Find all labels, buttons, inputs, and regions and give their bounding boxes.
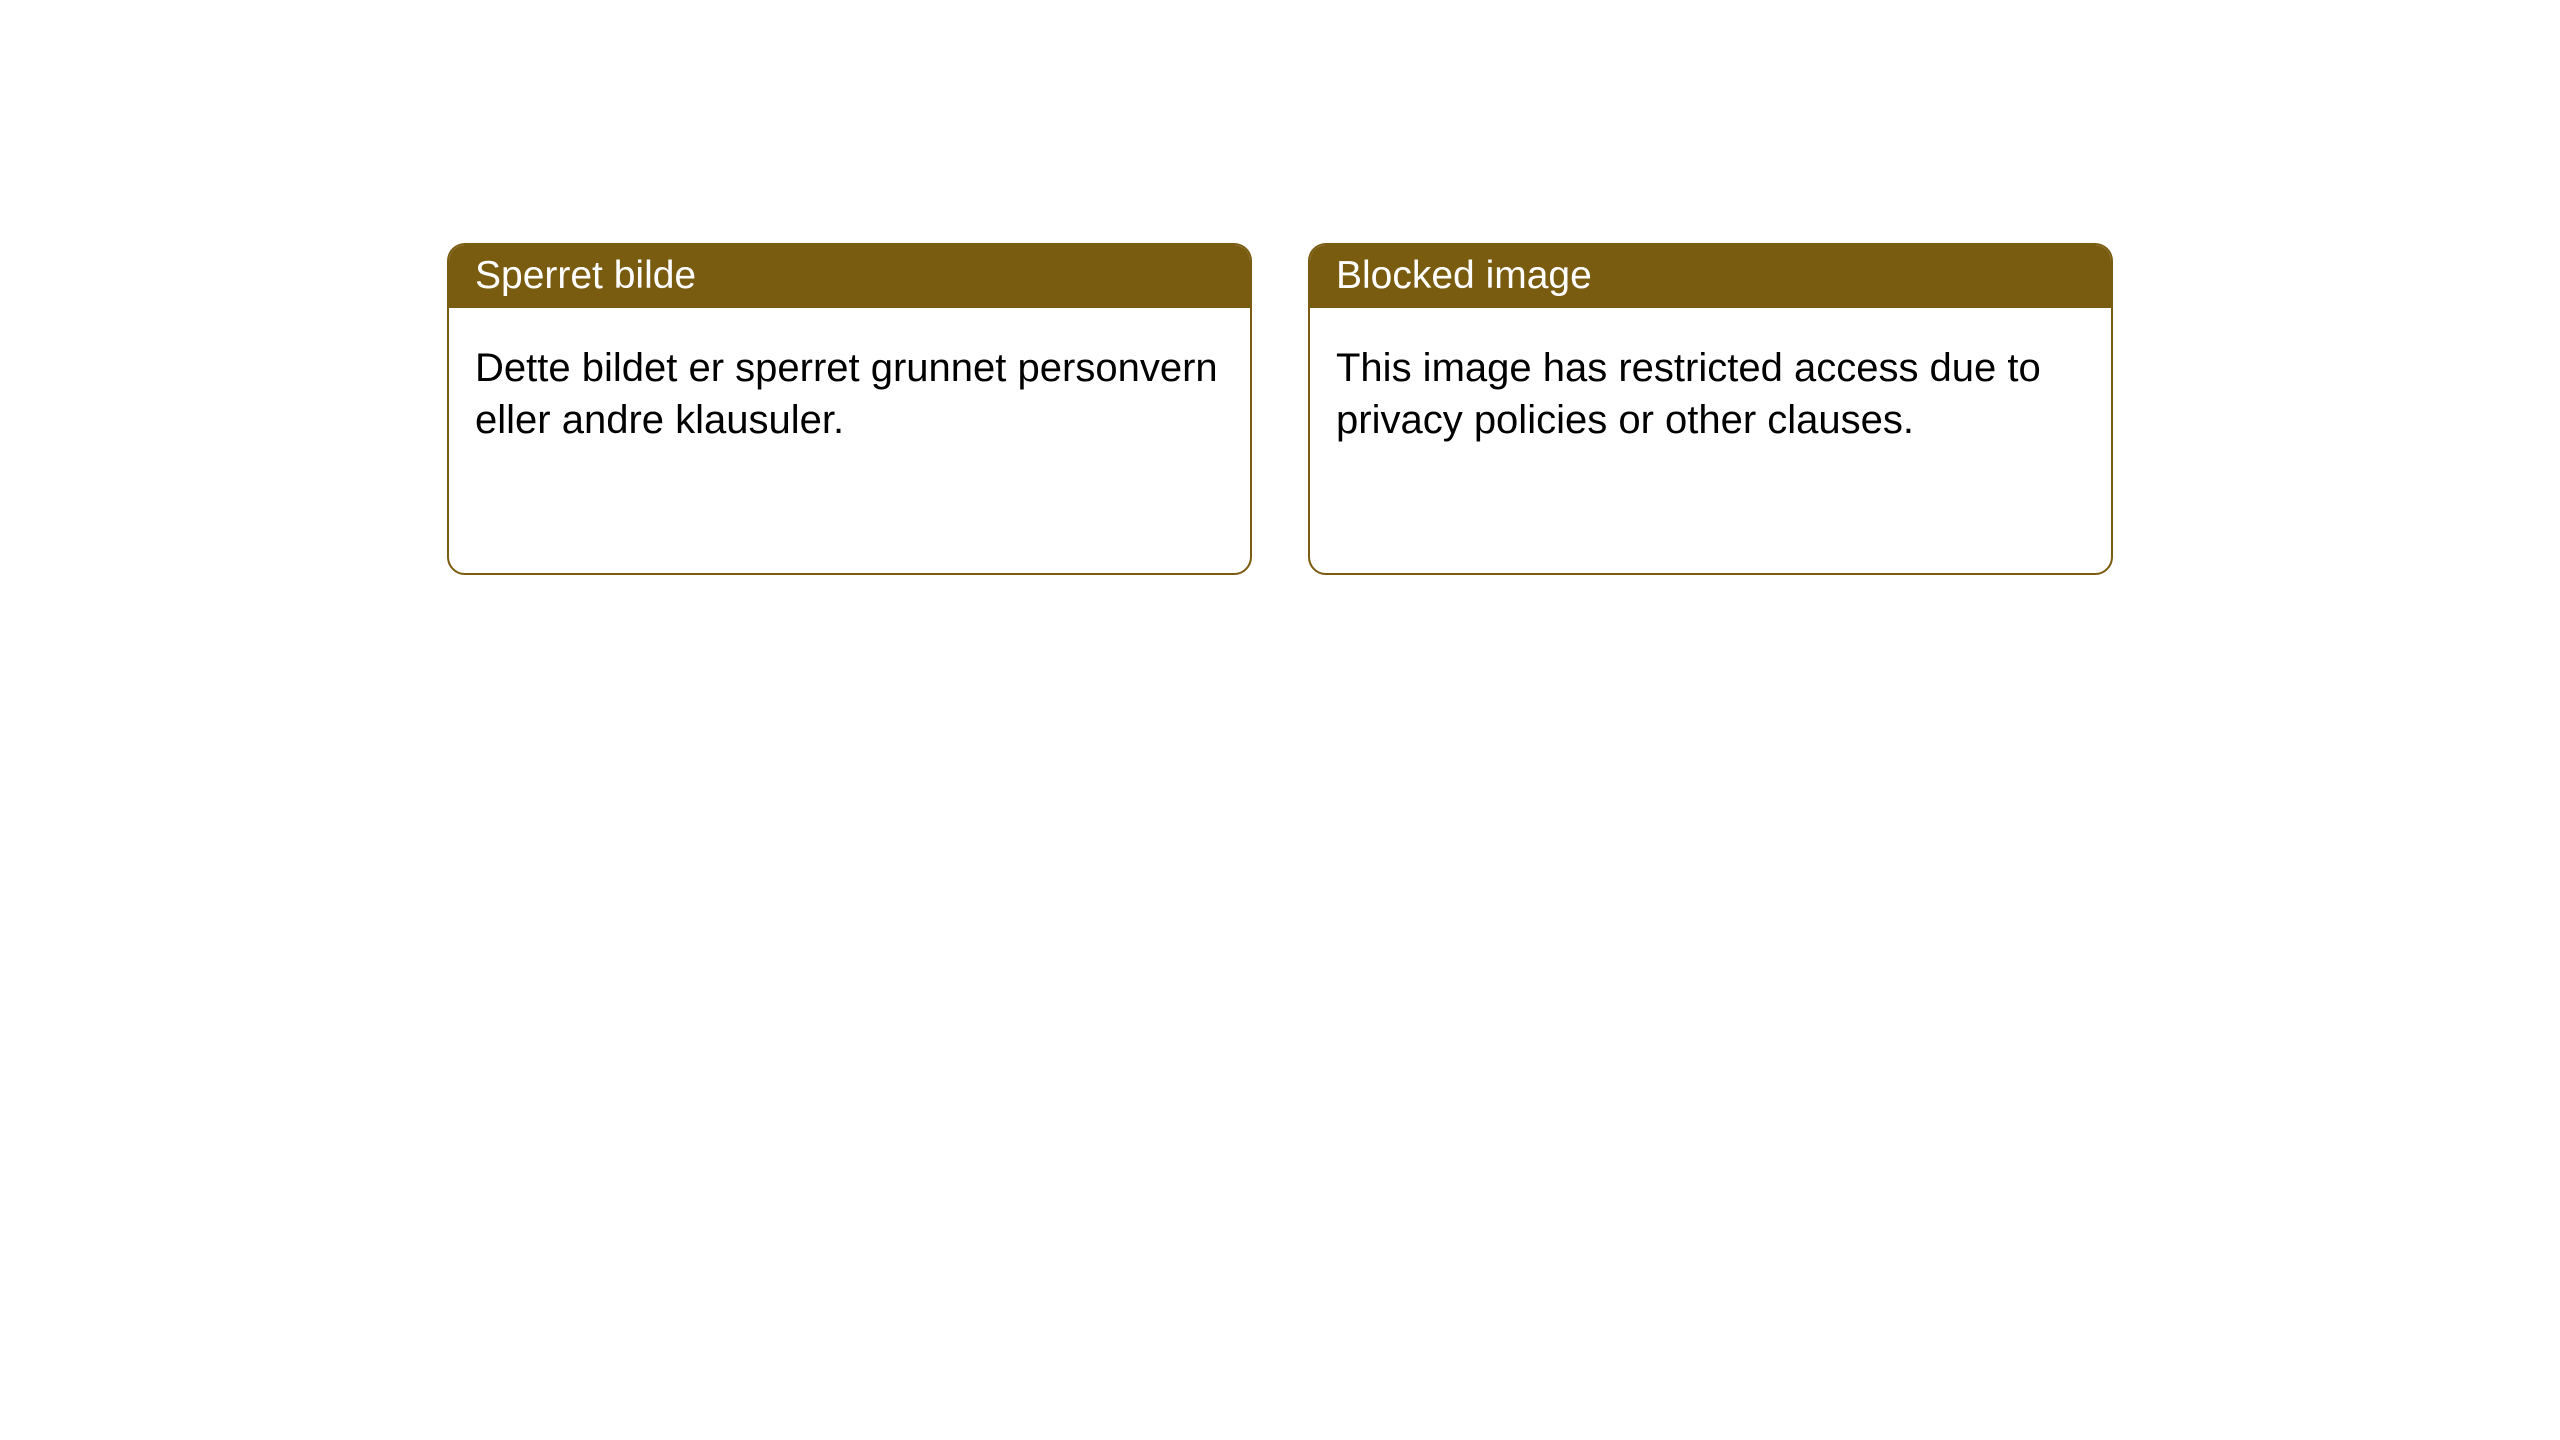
notice-container: Sperret bilde Dette bildet er sperret gr… bbox=[0, 0, 2560, 575]
card-header: Blocked image bbox=[1310, 245, 2111, 308]
card-body: This image has restricted access due to … bbox=[1310, 308, 2111, 480]
card-body: Dette bildet er sperret grunnet personve… bbox=[449, 308, 1250, 480]
notice-card-english: Blocked image This image has restricted … bbox=[1308, 243, 2113, 575]
card-body-text: This image has restricted access due to … bbox=[1336, 346, 2041, 442]
card-body-text: Dette bildet er sperret grunnet personve… bbox=[475, 346, 1218, 442]
card-title: Sperret bilde bbox=[475, 254, 696, 297]
notice-card-norwegian: Sperret bilde Dette bildet er sperret gr… bbox=[447, 243, 1252, 575]
card-header: Sperret bilde bbox=[449, 245, 1250, 308]
card-title: Blocked image bbox=[1336, 254, 1592, 297]
